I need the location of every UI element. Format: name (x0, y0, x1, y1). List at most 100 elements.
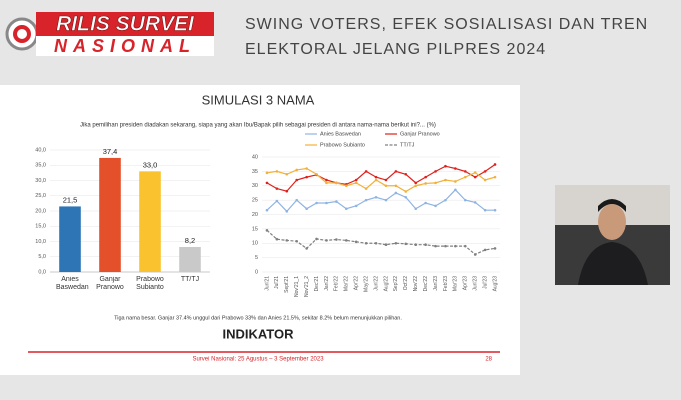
y-tick-label: 35 (252, 169, 258, 175)
series-line (266, 188, 496, 213)
point (404, 190, 408, 193)
point (325, 201, 328, 205)
y-tick-label: 30,0 (35, 178, 46, 184)
point (483, 248, 487, 252)
point (424, 182, 427, 185)
point (305, 175, 308, 179)
point (315, 237, 318, 241)
point (265, 208, 269, 212)
point (404, 172, 408, 176)
x-tick-label: May'22 (363, 276, 369, 292)
point (285, 239, 289, 242)
point (305, 247, 308, 250)
point (404, 195, 408, 199)
point (265, 181, 269, 185)
point (434, 170, 437, 173)
footer: Survei Nasional: 25 Agustus – 3 Septembe… (192, 357, 324, 363)
point (335, 200, 338, 203)
slide-area (0, 85, 520, 375)
x-tick-label: Sep'22 (393, 276, 399, 292)
y-tick-label: 30 (252, 183, 258, 189)
point (354, 181, 358, 185)
point (364, 198, 368, 202)
y-tick-label: 40 (252, 154, 258, 160)
logo-banner (36, 12, 214, 36)
point (454, 180, 457, 183)
point (394, 241, 398, 245)
x-tick-label: Feb'23 (443, 276, 449, 291)
y-tick-label: 0,0 (38, 269, 46, 275)
page-number: 28 (485, 357, 492, 363)
series-line (266, 167, 496, 193)
x-tick-label-box: TT/TJ (181, 276, 199, 283)
point (434, 244, 437, 248)
point (285, 189, 289, 193)
bar (99, 157, 121, 272)
point (454, 244, 457, 248)
point (414, 207, 418, 211)
x-tick-label: Apr'23 (463, 276, 469, 291)
point (384, 184, 388, 188)
x-tick-label: Mar'23 (453, 276, 459, 291)
y-tick-label: 10 (252, 241, 258, 247)
y-tick-label: 15 (252, 226, 258, 232)
header-title: ELEKTORAL JELANG PILPRES 2024 (245, 41, 546, 58)
y-tick-label: 25 (252, 198, 258, 204)
series-line (266, 163, 496, 192)
point (463, 198, 467, 202)
data-label: 37,4 (103, 147, 118, 156)
logo-top: RILIS SURVEI (56, 13, 195, 36)
point (414, 184, 418, 188)
point (483, 178, 487, 182)
point (473, 175, 477, 179)
point (473, 201, 477, 204)
point (374, 175, 378, 179)
logo-icon-inner (13, 25, 31, 43)
webcam-hair (598, 199, 626, 212)
x-tick-label: Jul'23 (482, 276, 488, 289)
point (275, 170, 279, 173)
point (414, 181, 418, 185)
point (364, 170, 368, 173)
point (354, 204, 358, 208)
point (454, 167, 457, 170)
point (374, 241, 378, 245)
point (463, 244, 467, 248)
point (325, 239, 328, 242)
charts: 0,0 5,0 10,0 15,0 20,0 25,0 30,0 35,0 40,0 21,5 An… (35, 131, 500, 297)
x-tick-label: Aug'22 (383, 276, 389, 292)
logo-strip (36, 36, 214, 56)
point (295, 198, 299, 202)
point (424, 243, 427, 246)
point (424, 175, 427, 179)
point (295, 168, 299, 172)
point (374, 178, 378, 182)
point (414, 243, 418, 246)
x-tick-label: Jun'22 (373, 276, 379, 291)
x-tick-label: Oct'22 (403, 276, 409, 291)
point (344, 239, 348, 242)
point (404, 242, 408, 246)
y-tick-label: 25,0 (35, 193, 46, 199)
y-tick-label: 10,0 (35, 239, 46, 245)
point (285, 172, 289, 176)
point (275, 187, 279, 190)
point (344, 184, 348, 188)
x-tick-label: Anies Baswedan (56, 276, 89, 292)
webcam-body (578, 242, 648, 285)
y-tick-label: 20 (252, 212, 258, 218)
point (384, 243, 388, 246)
point (265, 171, 269, 175)
point (434, 181, 437, 185)
x-tick-label-box: Ganjar Pranowo (96, 276, 124, 291)
x-tick-label: Prabowo Subianto (136, 276, 164, 292)
point (275, 199, 279, 203)
point (384, 198, 388, 202)
point (315, 172, 318, 176)
y-tick-label: 15,0 (35, 224, 46, 230)
logo-bottom: NASIONAL (54, 36, 196, 56)
point (444, 178, 447, 182)
point (444, 198, 447, 202)
point (265, 229, 269, 232)
x-tick-label: Dec'21 (314, 276, 320, 292)
